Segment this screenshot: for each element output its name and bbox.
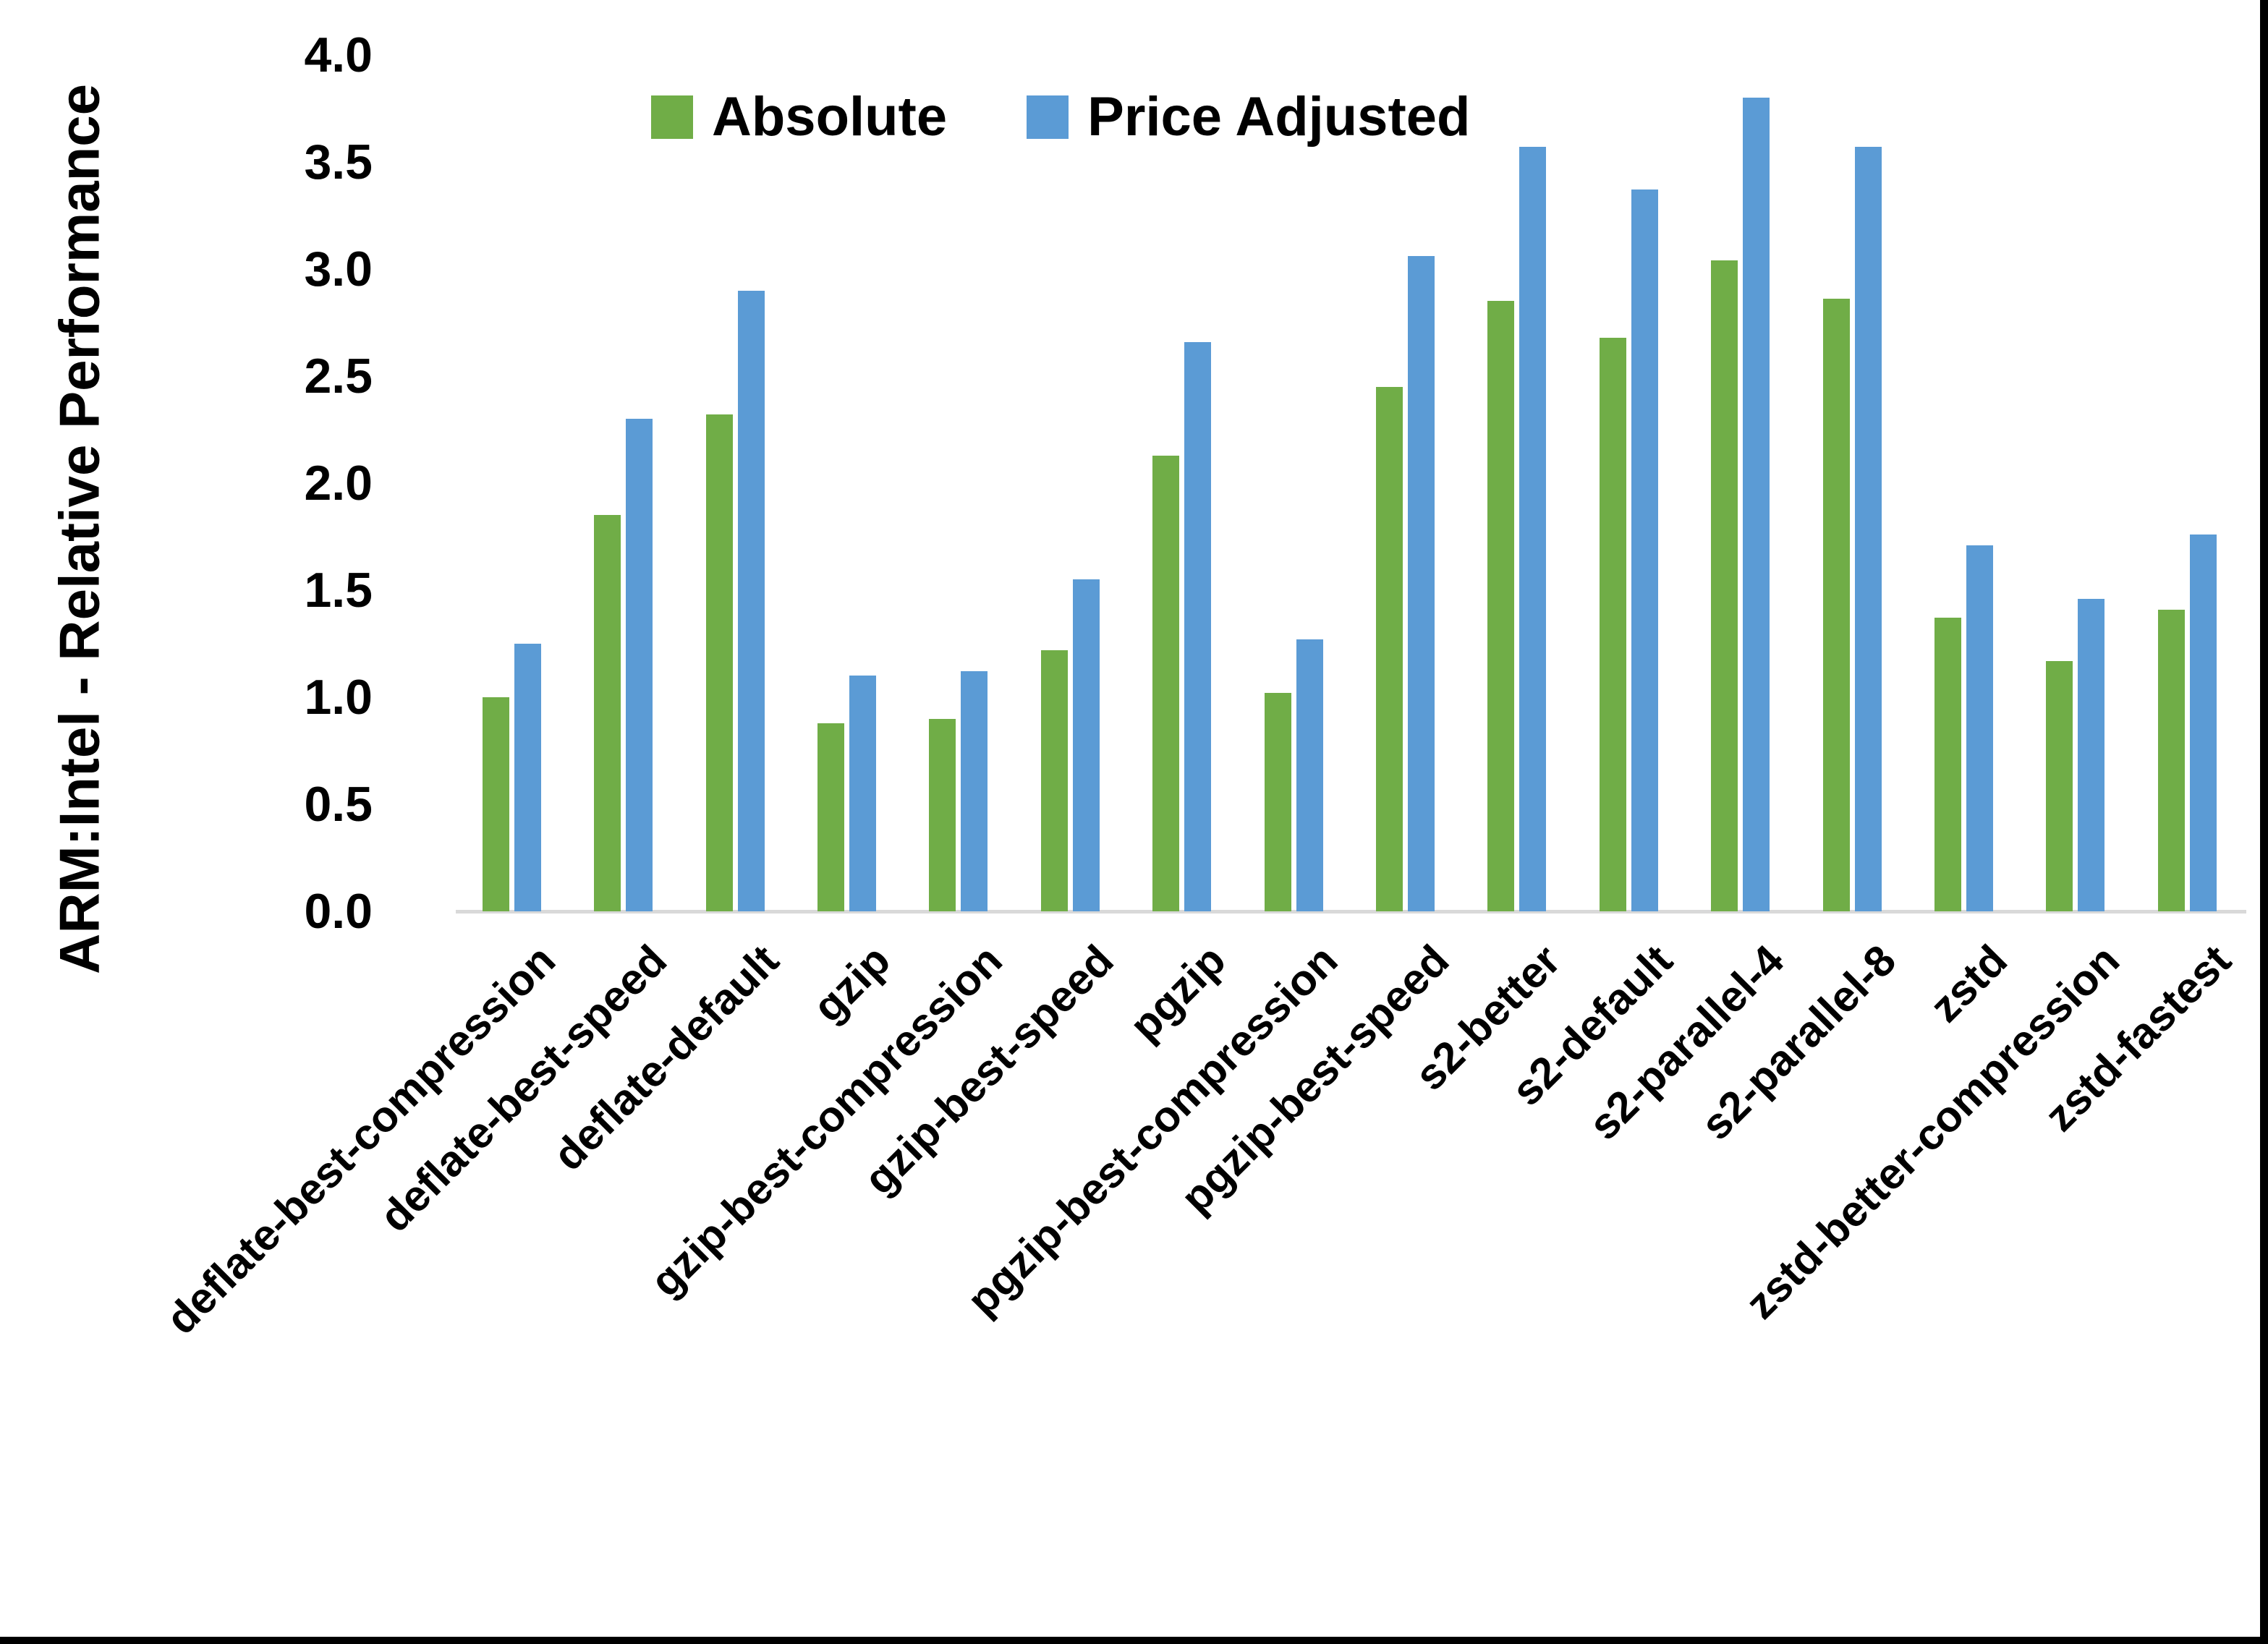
bar-absolute-s2-parallel-4 bbox=[1711, 260, 1738, 911]
bar-absolute-zstd-fastest bbox=[2157, 609, 2185, 911]
bar-absolute-deflate-best-speed bbox=[594, 515, 621, 911]
legend-swatch-icon bbox=[651, 95, 693, 139]
bar-price-adjusted-s2-better bbox=[1519, 147, 1547, 911]
bar-absolute-gzip-best-speed bbox=[1040, 649, 1068, 911]
bar-absolute-s2-better bbox=[1487, 301, 1515, 911]
bar-absolute-zstd bbox=[1934, 618, 1961, 911]
chart-legend: Absolute Price Adjusted bbox=[651, 85, 1470, 148]
bar-absolute-pgzip bbox=[1152, 455, 1180, 911]
bar-price-adjusted-pgzip-best-speed bbox=[1407, 256, 1435, 911]
page-border-right bbox=[2260, 0, 2268, 1644]
x-label-zstd: zstd bbox=[1921, 935, 2017, 1031]
bar-price-adjusted-pgzip bbox=[1184, 341, 1212, 911]
x-label-s2-parallel-4: s2-parallel-4 bbox=[1579, 935, 1793, 1149]
bar-absolute-s2-parallel-8 bbox=[1822, 299, 1850, 911]
bar-absolute-gzip bbox=[817, 723, 844, 911]
page-border-bottom bbox=[0, 1637, 2268, 1644]
bar-price-adjusted-deflate-default bbox=[737, 290, 765, 911]
bar-absolute-s2-default bbox=[1599, 337, 1626, 911]
legend-label: Absolute bbox=[712, 86, 948, 148]
legend-item-absolute: Absolute bbox=[651, 85, 947, 148]
bar-price-adjusted-gzip-best-compression bbox=[961, 671, 988, 911]
y-tick-label-0.0: 0.0 bbox=[304, 884, 373, 939]
y-tick-label-2.5: 2.5 bbox=[304, 349, 373, 404]
bar-price-adjusted-s2-parallel-8 bbox=[1854, 147, 1882, 911]
legend-swatch-icon bbox=[1027, 95, 1069, 139]
bar-price-adjusted-zstd bbox=[1966, 545, 1993, 911]
bar-price-adjusted-zstd-fastest bbox=[2189, 534, 2217, 911]
y-tick-label-3.5: 3.5 bbox=[304, 135, 373, 189]
bar-price-adjusted-deflate-best-speed bbox=[626, 419, 653, 911]
y-tick-label-1.5: 1.5 bbox=[304, 563, 373, 618]
bar-absolute-zstd-better-compression bbox=[2046, 660, 2073, 911]
bar-price-adjusted-pgzip-best-compression bbox=[1296, 639, 1323, 911]
bar-absolute-deflate-best-compression bbox=[482, 697, 509, 911]
bar-price-adjusted-gzip-best-speed bbox=[1072, 579, 1100, 911]
bar-price-adjusted-deflate-best-compression bbox=[514, 644, 541, 911]
y-tick-label-3.0: 3.0 bbox=[304, 242, 373, 297]
y-tick-label-0.5: 0.5 bbox=[304, 777, 373, 832]
bar-absolute-pgzip-best-compression bbox=[1264, 693, 1291, 911]
y-tick-label-2.0: 2.0 bbox=[304, 456, 373, 511]
bar-absolute-gzip-best-compression bbox=[929, 718, 956, 911]
legend-item-price-adjusted: Price Adjusted bbox=[1027, 85, 1470, 148]
bar-absolute-pgzip-best-speed bbox=[1375, 386, 1403, 911]
y-axis-title: ARM:Intel - Relative Performance bbox=[47, 84, 111, 974]
bar-price-adjusted-gzip bbox=[849, 676, 876, 911]
legend-label: Price Adjusted bbox=[1087, 86, 1471, 148]
bar-price-adjusted-s2-parallel-4 bbox=[1743, 98, 1770, 911]
bar-price-adjusted-s2-default bbox=[1631, 189, 1658, 911]
y-tick-label-4.0: 4.0 bbox=[304, 27, 373, 82]
y-tick-label-1.0: 1.0 bbox=[304, 670, 373, 725]
x-label-gzip: gzip bbox=[804, 935, 900, 1031]
bar-absolute-deflate-default bbox=[705, 414, 733, 911]
x-axis-line bbox=[456, 910, 2247, 913]
x-label-s2-parallel-8: s2-parallel-8 bbox=[1691, 935, 1906, 1149]
bar-price-adjusted-zstd-better-compression bbox=[2078, 598, 2105, 911]
